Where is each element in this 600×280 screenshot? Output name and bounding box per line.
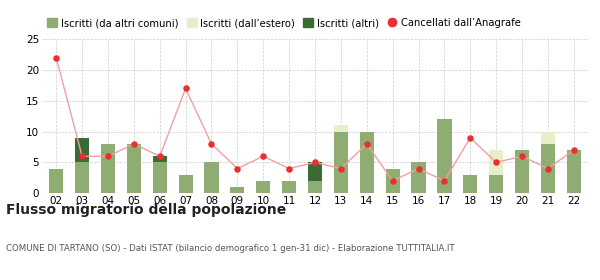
Point (543, 166, 553, 171)
Bar (101, 144, 115, 193)
Point (336, 166, 346, 171)
Bar (256, 181, 271, 193)
Point (181, 86, 190, 91)
Bar (541, 132, 555, 144)
Bar (541, 144, 555, 193)
Bar (308, 162, 322, 181)
Point (77, 154, 87, 158)
Bar (515, 150, 529, 193)
Text: COMUNE DI TARTANO (SO) - Dati ISTAT (bilancio demografico 1 gen-31 dic) - Elabor: COMUNE DI TARTANO (SO) - Dati ISTAT (bil… (6, 244, 455, 253)
Bar (437, 119, 452, 193)
Bar (230, 187, 244, 193)
Bar (152, 156, 167, 162)
Bar (205, 162, 218, 193)
Bar (334, 125, 348, 132)
Point (388, 179, 397, 183)
Bar (75, 138, 89, 162)
Point (259, 154, 268, 158)
Point (362, 142, 371, 146)
Point (284, 166, 294, 171)
Point (466, 136, 475, 140)
Point (233, 166, 242, 171)
Legend: Iscritti (da altri comuni), Iscritti (dall’estero), Iscritti (altri), Cancellati: Iscritti (da altri comuni), Iscritti (da… (47, 18, 521, 28)
Point (517, 154, 527, 158)
Text: Flusso migratorio della popolazione: Flusso migratorio della popolazione (6, 203, 286, 217)
Bar (489, 150, 503, 175)
Bar (152, 162, 167, 193)
Bar (179, 175, 193, 193)
Bar (127, 144, 141, 193)
Point (129, 142, 139, 146)
Bar (386, 169, 400, 193)
Point (52, 55, 61, 60)
Bar (489, 175, 503, 193)
Bar (75, 162, 89, 193)
Point (310, 160, 320, 165)
Point (414, 166, 424, 171)
Bar (359, 132, 374, 193)
Point (155, 154, 164, 158)
Bar (463, 175, 478, 193)
Bar (49, 169, 64, 193)
Point (440, 179, 449, 183)
Bar (308, 181, 322, 193)
Bar (566, 150, 581, 193)
Bar (282, 181, 296, 193)
Bar (334, 132, 348, 193)
Point (569, 148, 578, 152)
Point (491, 160, 501, 165)
Point (206, 142, 216, 146)
Point (103, 154, 113, 158)
Bar (412, 162, 425, 193)
